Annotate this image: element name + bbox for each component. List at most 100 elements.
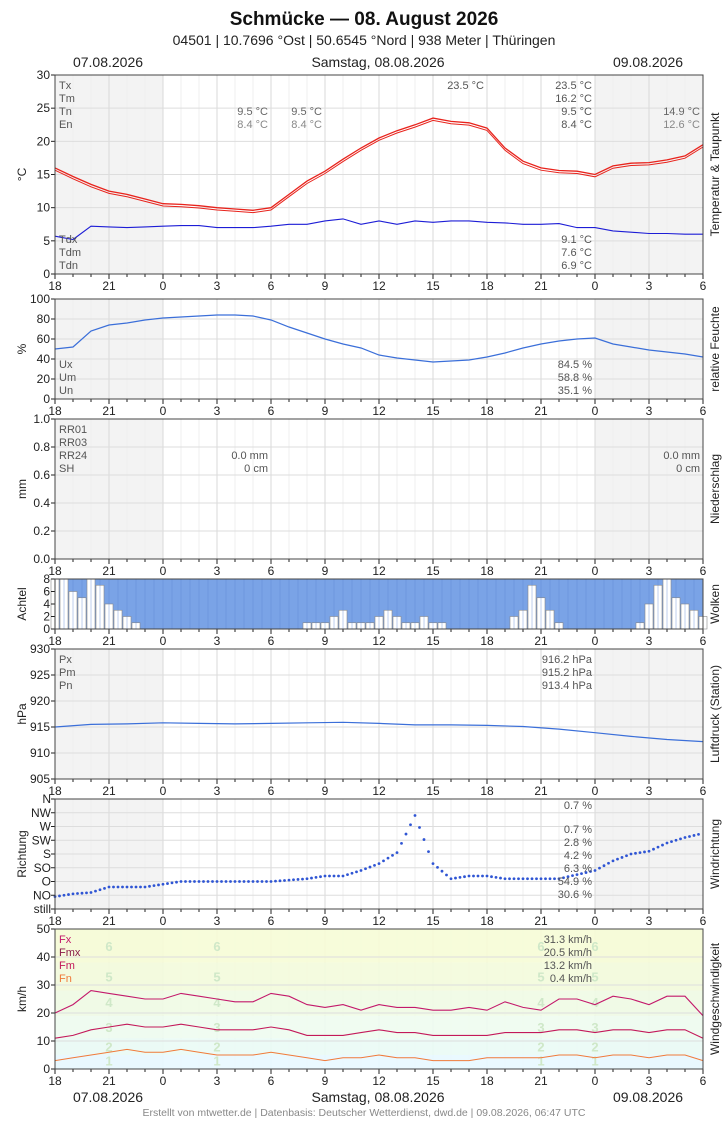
wind-direction-dot	[530, 877, 534, 881]
x-tick-label: 18	[480, 279, 494, 293]
wind-direction-dot	[652, 847, 655, 851]
stat-value: 0.0 mm	[663, 450, 700, 462]
panel-side-label: Luftdruck (Station)	[708, 665, 722, 763]
y-tick-label: 915	[30, 720, 50, 734]
wind-direction-dot	[386, 856, 390, 860]
stat-label: Un	[59, 385, 73, 397]
x-tick-label: 6	[700, 404, 707, 418]
beaufort-label: 4	[213, 995, 221, 1010]
x-tick-label: 6	[700, 279, 707, 293]
y-tick-label: SW	[32, 833, 52, 847]
x-tick-label: 18	[48, 914, 62, 928]
x-tick-label: 18	[480, 1074, 494, 1088]
stat-value: 6.9 °C	[561, 260, 592, 272]
wind-direction-dot	[688, 835, 691, 838]
x-tick-label: 21	[102, 564, 116, 578]
y-tick-label: 910	[30, 746, 50, 760]
x-tick-label: 12	[372, 1074, 386, 1088]
wind-direction-dot	[616, 857, 619, 861]
wind-direction-dot	[215, 880, 219, 883]
beaufort-label: 4	[105, 995, 113, 1010]
beaufort-label: 6	[537, 939, 544, 954]
y-tick-label: 2	[43, 610, 50, 624]
wind-direction-dot	[467, 874, 471, 878]
wind-direction-dot	[85, 891, 88, 895]
wind-direction-dot	[449, 877, 453, 881]
wind-direction-dot	[103, 886, 106, 890]
wind-direction-dot	[589, 870, 592, 873]
x-tick-label: 0	[160, 279, 167, 293]
x-tick-label: 6	[268, 634, 275, 648]
wind-direction-dot	[71, 892, 75, 896]
x-tick-label: 18	[480, 784, 494, 798]
x-tick-label: 3	[646, 564, 653, 578]
stat-label: SH	[59, 463, 74, 475]
x-tick-label: 9	[322, 1074, 329, 1088]
stat-value: 35.1 %	[558, 385, 592, 397]
wind-direction-dot	[368, 865, 372, 869]
x-tick-label: 21	[534, 564, 548, 578]
stat-value: 915.2 hPa	[542, 667, 593, 679]
stat-label: RR03	[59, 437, 87, 449]
x-tick-label: 6	[700, 914, 707, 928]
y-tick-label: 905	[30, 772, 50, 786]
wind-direction-dot	[476, 874, 480, 878]
wind-direction-dot	[584, 871, 588, 874]
x-tick-label: 21	[102, 784, 116, 798]
y-tick-label: 20	[37, 134, 51, 148]
x-tick-label: 18	[48, 404, 62, 418]
x-tick-label: 15	[426, 634, 440, 648]
beaufort-label: 5	[213, 970, 220, 985]
x-tick-label: 6	[268, 784, 275, 798]
wind-direction-dot	[130, 885, 133, 889]
wind-direction-dot	[116, 885, 120, 889]
y-tick-label: 10	[37, 1034, 51, 1048]
x-tick-label: 21	[534, 279, 548, 293]
x-tick-label: 21	[102, 634, 116, 648]
wind-direction-dot	[238, 880, 241, 883]
beaufort-label: 3	[591, 1020, 598, 1035]
beaufort-label: 6	[105, 939, 112, 954]
stat-value: 9.1 °C	[561, 234, 592, 246]
stat-value: 0.7 %	[564, 800, 592, 812]
wind-direction-dot	[296, 878, 300, 881]
x-tick-label: 0	[160, 784, 167, 798]
x-tick-label: 0	[160, 564, 167, 578]
y-tick-label: 0	[43, 267, 50, 281]
stat-value: 0.0 mm	[231, 450, 268, 462]
y-tick-label: 25	[37, 101, 51, 115]
wind-direction-dot	[539, 877, 543, 881]
x-tick-label: 0	[160, 914, 167, 928]
x-tick-label: 15	[426, 1074, 440, 1088]
beaufort-label: 6	[591, 939, 598, 954]
y-tick-label: 0.2	[33, 524, 50, 538]
x-tick-label: 0	[592, 279, 599, 293]
wind-direction-dot	[278, 879, 282, 883]
wind-direction-dot	[544, 877, 547, 881]
stat-label: Ux	[59, 359, 73, 371]
footer-date-right: 09.08.2026	[613, 1089, 683, 1105]
wind-direction-dot	[152, 884, 156, 888]
stat-label: Px	[59, 654, 72, 666]
stat-value: 2.8 %	[564, 837, 592, 849]
stat-label: Fm	[59, 960, 75, 972]
beaufort-label: 3	[537, 1020, 544, 1035]
stat-value: 0.4 km/h	[550, 973, 592, 985]
x-tick-label: 6	[268, 1074, 275, 1088]
x-tick-label: 3	[214, 279, 221, 293]
wind-direction-dot	[269, 880, 273, 883]
beaufort-label: 2	[213, 1040, 220, 1055]
x-tick-label: 0	[592, 914, 599, 928]
stat-value: 7.6 °C	[561, 247, 592, 259]
y-tick-label: 8	[43, 572, 50, 586]
y-axis-label: %	[15, 343, 29, 354]
stat-label: Fx	[59, 934, 72, 946]
footer-date-left: 07.08.2026	[73, 1089, 143, 1105]
wind-direction-dot	[260, 880, 264, 883]
wind-direction-dot	[643, 850, 646, 854]
y-tick-label: 0	[43, 1062, 50, 1076]
wind-direction-dot	[409, 823, 412, 827]
y-tick-label: 0	[43, 392, 50, 406]
